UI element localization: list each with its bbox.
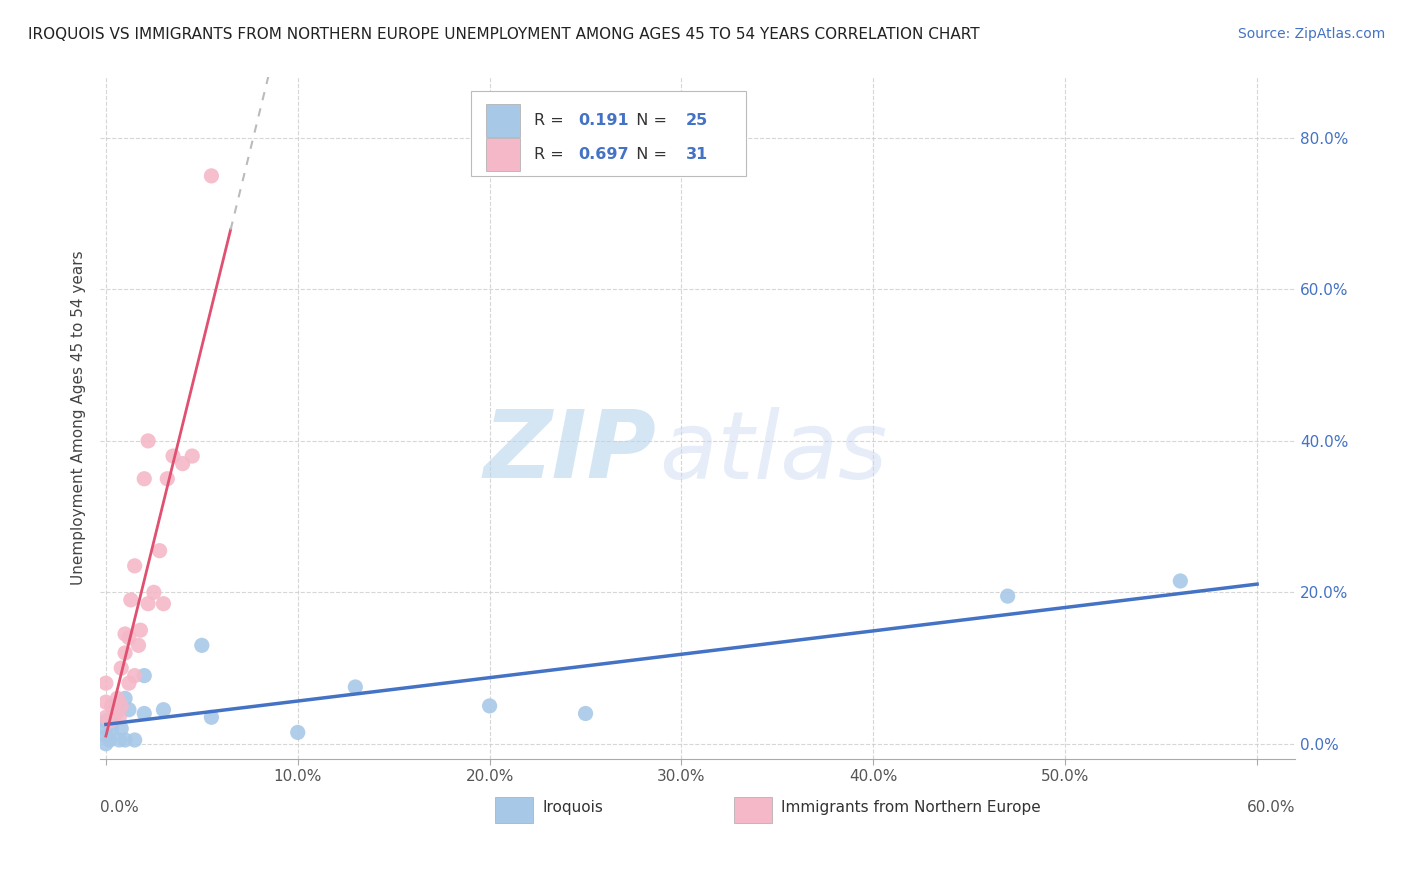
Point	[142, 585, 165, 599]
Point	[114, 627, 136, 641]
Point	[200, 169, 222, 183]
Point	[114, 733, 136, 747]
Point	[98, 733, 121, 747]
Bar	[486, 104, 520, 136]
Text: 0.0%: 0.0%	[100, 800, 139, 815]
Text: Source: ZipAtlas.com: Source: ZipAtlas.com	[1237, 27, 1385, 41]
Point	[114, 646, 136, 660]
Point	[478, 698, 501, 713]
Point	[152, 703, 174, 717]
Point	[118, 703, 141, 717]
Point	[124, 733, 146, 747]
Point	[162, 449, 184, 463]
Point	[152, 597, 174, 611]
Text: 0.697: 0.697	[578, 147, 628, 162]
Point	[110, 661, 132, 675]
Point	[120, 593, 142, 607]
Point	[94, 737, 117, 751]
Point	[94, 710, 117, 724]
Point	[100, 722, 122, 736]
Text: N =: N =	[626, 147, 672, 162]
Point	[94, 722, 117, 736]
Point	[94, 714, 117, 728]
Point	[136, 434, 159, 448]
Point	[103, 710, 125, 724]
Point	[104, 706, 127, 721]
Text: 25: 25	[686, 113, 709, 128]
Point	[94, 695, 117, 709]
Text: Immigrants from Northern Europe: Immigrants from Northern Europe	[782, 800, 1042, 815]
Point	[136, 597, 159, 611]
Point	[997, 589, 1019, 603]
Point	[156, 472, 179, 486]
Point	[94, 676, 117, 690]
Point	[172, 457, 194, 471]
Text: atlas: atlas	[659, 407, 887, 498]
Point	[124, 668, 146, 682]
Point	[110, 722, 132, 736]
Point	[134, 706, 156, 721]
Point	[574, 706, 596, 721]
Bar	[486, 138, 520, 170]
Text: 60.0%: 60.0%	[1247, 800, 1295, 815]
Point	[110, 698, 132, 713]
Point	[108, 733, 131, 747]
Point	[191, 638, 214, 652]
Point	[118, 631, 141, 645]
Point	[124, 558, 146, 573]
Point	[105, 691, 128, 706]
Point	[100, 698, 122, 713]
Point	[181, 449, 204, 463]
Point	[1170, 574, 1192, 588]
Point	[128, 638, 150, 652]
Point	[287, 725, 309, 739]
Text: R =: R =	[534, 113, 569, 128]
Point	[149, 543, 172, 558]
Point	[200, 710, 222, 724]
Point	[94, 729, 117, 743]
Text: Iroquois: Iroquois	[543, 800, 603, 815]
Bar	[734, 797, 772, 823]
Point	[344, 680, 367, 694]
Text: N =: N =	[626, 113, 672, 128]
Point	[104, 706, 127, 721]
Point	[108, 710, 131, 724]
Bar	[495, 797, 533, 823]
Point	[134, 668, 156, 682]
Text: IROQUOIS VS IMMIGRANTS FROM NORTHERN EUROPE UNEMPLOYMENT AMONG AGES 45 TO 54 YEA: IROQUOIS VS IMMIGRANTS FROM NORTHERN EUR…	[28, 27, 980, 42]
Point	[129, 623, 152, 637]
Y-axis label: Unemployment Among Ages 45 to 54 years: Unemployment Among Ages 45 to 54 years	[72, 251, 86, 585]
Point	[104, 698, 127, 713]
Text: R =: R =	[534, 147, 569, 162]
Text: ZIP: ZIP	[484, 406, 657, 499]
Point	[114, 691, 136, 706]
Point	[98, 714, 121, 728]
FancyBboxPatch shape	[471, 91, 745, 177]
Text: 31: 31	[686, 147, 709, 162]
Point	[118, 676, 141, 690]
Text: 0.191: 0.191	[578, 113, 628, 128]
Point	[134, 472, 156, 486]
